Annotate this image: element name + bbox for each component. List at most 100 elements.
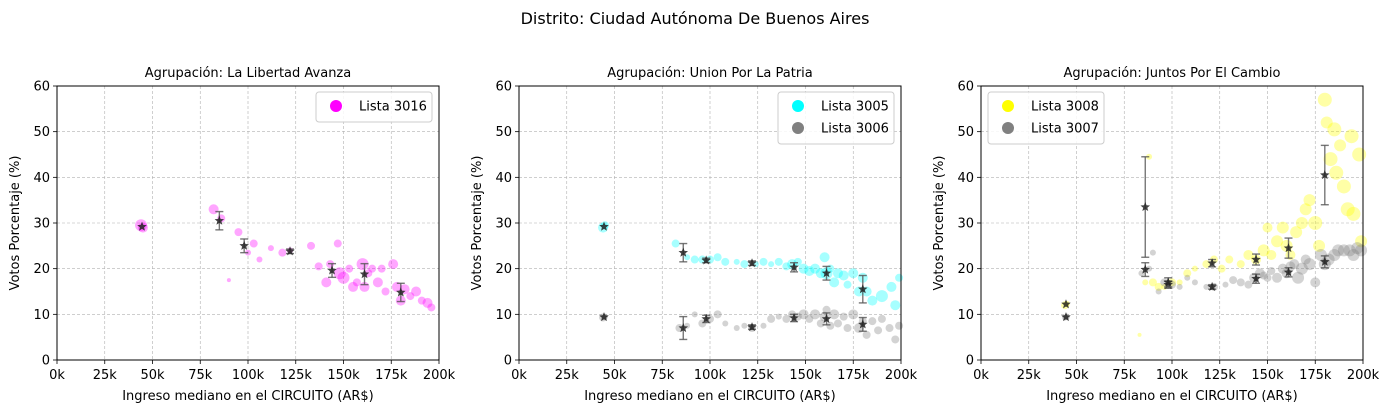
data-point xyxy=(333,239,342,248)
mean-star-marker xyxy=(821,268,832,278)
means-lista-3005 xyxy=(599,221,868,304)
data-point xyxy=(417,296,426,305)
data-point xyxy=(1355,244,1368,257)
data-point xyxy=(782,314,791,323)
data-point xyxy=(874,326,883,335)
data-point xyxy=(804,265,815,276)
mean-star-marker xyxy=(1283,243,1294,253)
panel-la-libertad-avanza: 0k 25k 50k 75k 100k 125k 150k 175k 200k 0 10 20 30 40… xyxy=(8,66,456,404)
data-point xyxy=(1303,194,1316,207)
mean-star-marker xyxy=(1283,267,1294,277)
y-tick-label: 40 xyxy=(33,171,50,186)
data-point xyxy=(848,268,859,279)
mean-star-marker xyxy=(1251,254,1261,264)
x-tick-label: 75k xyxy=(188,368,213,383)
x-tick-label: 0k xyxy=(511,368,527,383)
mean-star-marker xyxy=(678,323,689,333)
data-point xyxy=(1295,262,1308,275)
x-tick-label: 0k xyxy=(973,368,989,383)
data-point xyxy=(368,264,377,273)
x-tick-label: 200k xyxy=(423,368,456,383)
mean-star-marker xyxy=(1251,273,1261,283)
data-point xyxy=(1236,278,1245,287)
data-point xyxy=(234,228,243,237)
data-point xyxy=(775,313,782,320)
data-point xyxy=(1254,268,1265,279)
data-point xyxy=(733,258,740,265)
data-point xyxy=(1340,202,1355,217)
axes-frame xyxy=(56,85,440,361)
mean-star-marker xyxy=(1163,277,1173,287)
x-tick-label: 150k xyxy=(789,368,822,383)
data-point xyxy=(1271,235,1284,248)
data-point xyxy=(348,281,359,292)
mean-star-marker xyxy=(327,265,337,275)
legend: Lista 3005 Lista 3006 xyxy=(777,91,895,145)
legend: Lista 3016 xyxy=(315,91,433,123)
data-point xyxy=(805,314,814,323)
y-tick-label: 0 xyxy=(42,354,50,369)
y-tick-label: 60 xyxy=(957,80,974,95)
data-point xyxy=(1155,288,1162,295)
data-point xyxy=(891,335,900,344)
data-point xyxy=(767,314,776,323)
legend-marker xyxy=(792,122,804,134)
data-point xyxy=(406,292,415,301)
y-tick-label: 20 xyxy=(495,262,512,277)
data-point xyxy=(372,277,383,288)
legend-marker xyxy=(330,100,342,112)
y-tick-label: 50 xyxy=(33,125,50,140)
x-tick-label: 150k xyxy=(1251,368,1284,383)
data-point xyxy=(798,309,809,320)
legend-marker xyxy=(1002,100,1014,112)
data-point xyxy=(314,262,323,271)
mean-star-marker xyxy=(239,240,249,250)
y-tick-label: 10 xyxy=(957,308,974,323)
mean-star-marker xyxy=(789,312,799,323)
data-point xyxy=(822,305,831,314)
legend: Lista 3008 Lista 3007 xyxy=(987,91,1105,145)
data-point xyxy=(377,264,386,273)
x-tick-label: 100k xyxy=(232,368,265,383)
mean-star-marker xyxy=(701,255,711,265)
data-point xyxy=(1266,249,1277,260)
data-point xyxy=(1276,221,1289,234)
data-point xyxy=(1149,249,1156,256)
y-axis-label: Votos Porcentaje (%) xyxy=(470,156,485,291)
series-lista-3006 xyxy=(599,305,904,344)
mean-star-marker xyxy=(1140,202,1151,212)
mean-star-marker xyxy=(858,284,868,294)
mean-star-marker xyxy=(858,319,868,329)
y-tick-label: 20 xyxy=(33,262,50,277)
data-point xyxy=(1295,217,1308,229)
data-point xyxy=(810,263,821,274)
mean-star-marker xyxy=(359,269,370,279)
data-point xyxy=(1290,226,1303,239)
data-point xyxy=(868,317,877,326)
data-point xyxy=(1191,279,1198,286)
mean-star-marker xyxy=(599,312,609,322)
data-point xyxy=(1334,139,1347,152)
data-point xyxy=(1320,116,1333,129)
x-tick-label: 50k xyxy=(1064,368,1089,383)
data-point xyxy=(671,239,680,248)
panel-title: Agrupación: Union Por La Patria xyxy=(607,66,813,81)
legend-label: Lista 3007 xyxy=(1031,122,1099,137)
data-point xyxy=(833,319,842,328)
mean-star-marker xyxy=(747,322,757,332)
data-point xyxy=(337,271,350,284)
data-point xyxy=(1337,244,1350,257)
x-tick-label: 75k xyxy=(650,368,675,383)
mean-star-marker xyxy=(137,221,147,231)
data-point xyxy=(843,280,852,289)
mean-star-marker xyxy=(599,221,609,231)
x-tick-label: 200k xyxy=(1347,368,1380,383)
data-point xyxy=(1176,283,1183,290)
y-tick-label: 10 xyxy=(495,308,512,323)
data-point xyxy=(1191,265,1198,272)
data-point xyxy=(1344,129,1359,144)
data-point xyxy=(815,268,826,279)
y-tick-label: 60 xyxy=(495,80,512,95)
legend-marker xyxy=(1002,122,1014,134)
axes-frame xyxy=(518,85,902,361)
